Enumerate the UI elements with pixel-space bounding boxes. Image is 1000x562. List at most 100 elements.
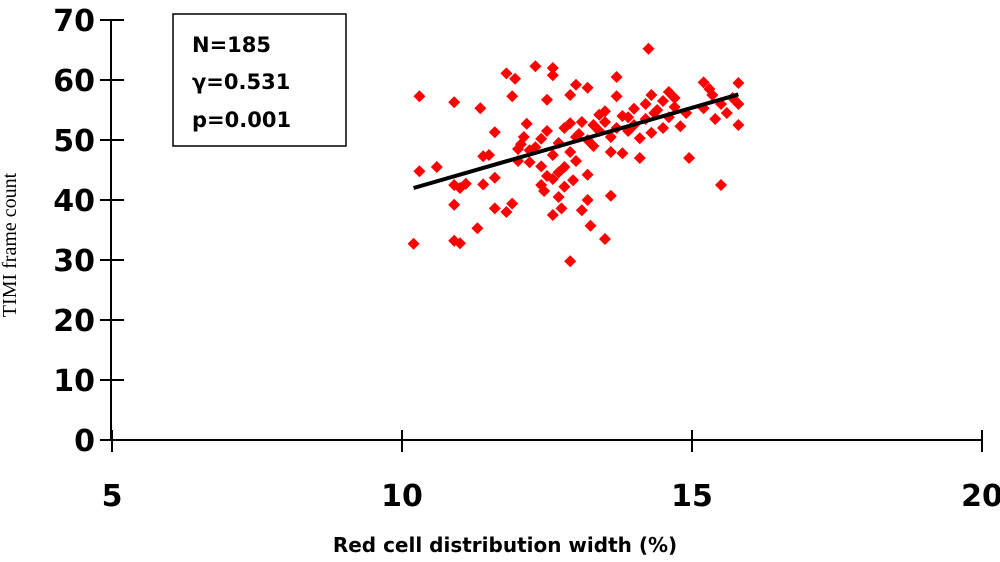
- data-point: [581, 194, 594, 206]
- data-point: [662, 86, 675, 98]
- data-point: [541, 93, 553, 106]
- data-point: [570, 155, 582, 167]
- data-point: [633, 132, 646, 145]
- data-point: [657, 122, 669, 134]
- data-point: [587, 140, 600, 152]
- y-tick-label: 30: [53, 244, 95, 279]
- y-tick-label: 10: [53, 364, 95, 399]
- data-point: [604, 146, 617, 158]
- data-point: [628, 102, 640, 115]
- data-point: [413, 165, 426, 178]
- data-point: [639, 98, 652, 110]
- data-point: [572, 128, 585, 140]
- data-point: [546, 209, 559, 221]
- data-point: [651, 104, 664, 116]
- data-point: [706, 89, 719, 101]
- data-point: [564, 255, 577, 268]
- data-point: [599, 233, 611, 245]
- data-point: [564, 89, 577, 101]
- data-point: [575, 116, 588, 128]
- data-point: [535, 132, 548, 145]
- y-axis-label: TIMI frame count: [0, 172, 21, 317]
- trend-line: [413, 92, 739, 190]
- x-tick-label: 20: [961, 479, 1000, 514]
- data-point: [732, 77, 745, 89]
- data-point: [564, 117, 577, 130]
- data-point: [567, 174, 580, 187]
- data-point: [474, 102, 487, 115]
- data-point: [546, 69, 559, 82]
- data-point: [645, 89, 658, 101]
- data-point: [407, 237, 420, 250]
- data-point: [488, 171, 501, 184]
- y-tick-label: 0: [74, 424, 95, 459]
- data-point: [645, 126, 658, 139]
- data-point: [616, 147, 629, 160]
- stat-r: γ=0.531: [192, 70, 290, 94]
- data-point: [535, 160, 548, 173]
- data-point: [564, 146, 577, 158]
- data-point: [477, 178, 490, 191]
- data-point: [430, 161, 443, 173]
- y-tick-label: 60: [53, 64, 95, 99]
- data-point: [604, 189, 617, 202]
- data-point: [732, 98, 745, 110]
- data-points: [407, 42, 745, 268]
- data-point: [720, 107, 733, 119]
- data-point: [488, 202, 501, 215]
- x-tick-label: 15: [671, 479, 713, 514]
- data-point: [459, 177, 472, 190]
- data-point: [546, 62, 559, 74]
- data-point: [483, 149, 495, 161]
- data-point: [581, 168, 594, 181]
- data-point: [558, 180, 571, 193]
- data-point: [500, 67, 513, 80]
- axes: 0 10 20 30 40 50 60 70 5 10 15 20: [53, 4, 1000, 514]
- data-point: [575, 204, 588, 217]
- data-point: [610, 90, 623, 103]
- data-point: [610, 71, 623, 83]
- y-tick-label: 40: [53, 184, 95, 219]
- data-point: [642, 42, 655, 55]
- y-tick-label: 50: [53, 124, 95, 159]
- data-point: [454, 237, 466, 250]
- data-point: [538, 185, 551, 197]
- data-point: [541, 125, 553, 137]
- data-point: [506, 197, 519, 210]
- data-point: [674, 120, 687, 133]
- data-point: [471, 222, 484, 235]
- stats-box: N=185 γ=0.531 p=0.001: [172, 13, 347, 147]
- data-point: [517, 131, 530, 143]
- data-point: [413, 90, 426, 103]
- y-tick-label: 70: [53, 4, 95, 39]
- data-point: [599, 105, 611, 118]
- data-point: [581, 81, 594, 94]
- data-point: [570, 78, 582, 91]
- stat-n: N=185: [192, 33, 271, 57]
- data-point: [552, 191, 565, 203]
- data-point: [523, 156, 536, 169]
- data-point: [558, 161, 571, 173]
- data-point: [683, 152, 696, 164]
- data-point: [529, 60, 542, 73]
- y-tick-label: 20: [53, 304, 95, 339]
- data-point: [448, 96, 461, 109]
- data-point: [715, 179, 727, 191]
- data-point: [448, 198, 461, 211]
- data-point: [657, 95, 669, 107]
- data-point: [546, 149, 559, 161]
- data-point: [697, 76, 710, 89]
- data-point: [488, 126, 501, 139]
- data-point: [506, 90, 519, 103]
- x-tick-label: 5: [102, 479, 123, 514]
- data-point: [732, 119, 745, 131]
- data-point: [622, 111, 635, 124]
- data-point: [633, 152, 646, 164]
- data-point: [520, 117, 533, 130]
- data-point: [555, 202, 568, 215]
- stat-p: p=0.001: [192, 108, 291, 132]
- data-point: [709, 113, 722, 125]
- data-point: [599, 116, 611, 128]
- data-point: [584, 219, 597, 232]
